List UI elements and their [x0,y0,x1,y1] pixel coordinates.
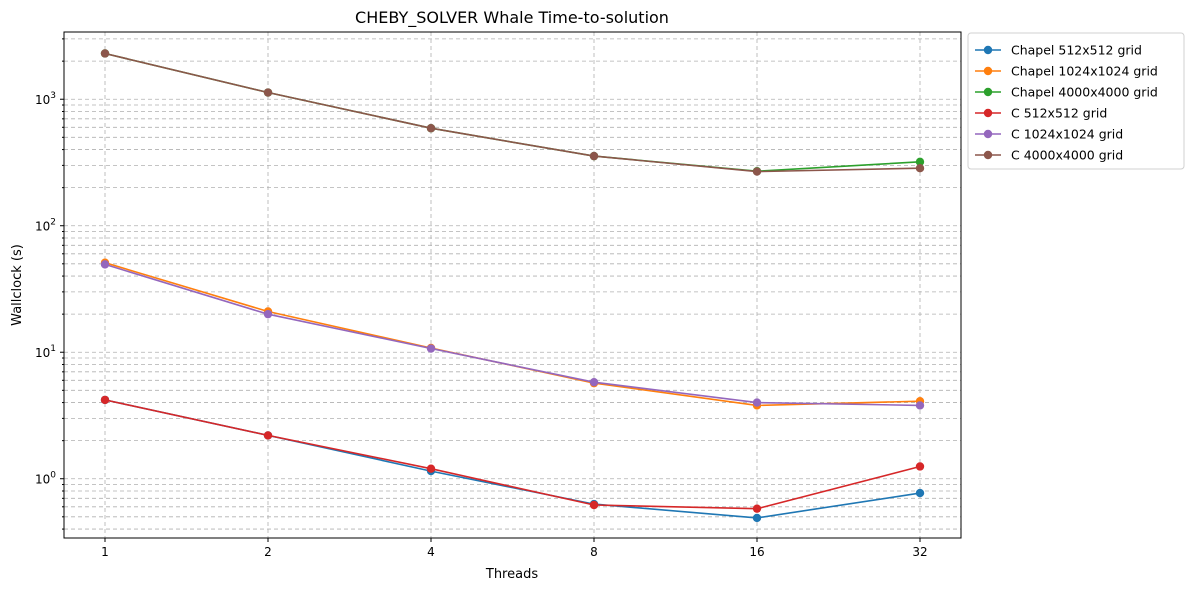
legend: Chapel 512x512 grid Chapel 1024x1024 grid… [967,32,1185,170]
legend-swatch-marker [983,87,993,97]
data-point [752,504,762,513]
x-tick-label: 4 [427,545,435,559]
series-line [104,263,921,407]
legend-swatch-marker [983,66,993,76]
legend-label: C 1024x1024 grid [1011,127,1123,142]
data-point [100,395,110,405]
data-point [752,167,762,176]
y-tick-label: 102 [35,218,56,234]
data-point [915,401,925,410]
legend-label: Chapel 512x512 grid [1011,43,1142,58]
data-point [915,462,925,471]
legend-box [967,32,1185,170]
x-tick-label: 8 [590,545,598,559]
y-axis-label: Wallclock (s) [10,244,25,326]
legend-swatch-marker [983,150,993,160]
series-group [100,49,925,523]
x-axis-label: Threads [485,567,538,582]
chart-title: CHEBY_SOLVER Whale Time-to-solution [355,8,669,28]
data-point [589,500,599,510]
data-point [752,513,762,523]
x-tick-label: 16 [749,545,764,559]
data-point [915,163,925,173]
legend-label: Chapel 1024x1024 grid [1011,64,1158,79]
data-point [263,88,273,97]
legend-label: C 512x512 grid [1011,106,1107,121]
series-line [104,52,921,173]
y-tick-label: 100 [35,471,56,487]
y-axis: 100 101 102 103 [35,38,64,530]
y-tick-label: 103 [35,91,56,107]
data-point [100,260,110,269]
data-point [426,124,436,133]
data-point [589,151,599,161]
data-point [915,488,925,498]
data-point [589,377,599,387]
data-point [263,431,273,440]
data-point [263,309,273,319]
x-tick-label: 2 [264,545,272,559]
data-point [752,398,762,407]
data-point [426,464,436,473]
series-line [104,399,921,510]
y-tick-label: 101 [35,344,56,360]
legend-label: Chapel 4000x4000 grid [1011,85,1158,100]
legend-swatch-marker [983,45,993,55]
data-point [426,344,436,353]
data-point [100,49,110,58]
plot-frame [63,31,962,539]
grid-lines [64,32,961,538]
x-tick-label: 1 [101,545,109,559]
data-point [915,157,925,167]
legend-swatch-marker [983,108,993,118]
x-axis: 1 2 4 8 16 32 [101,538,928,559]
legend-swatch-marker [983,129,993,139]
x-tick-label: 32 [912,545,927,559]
legend-label: C 4000x4000 grid [1011,148,1123,163]
